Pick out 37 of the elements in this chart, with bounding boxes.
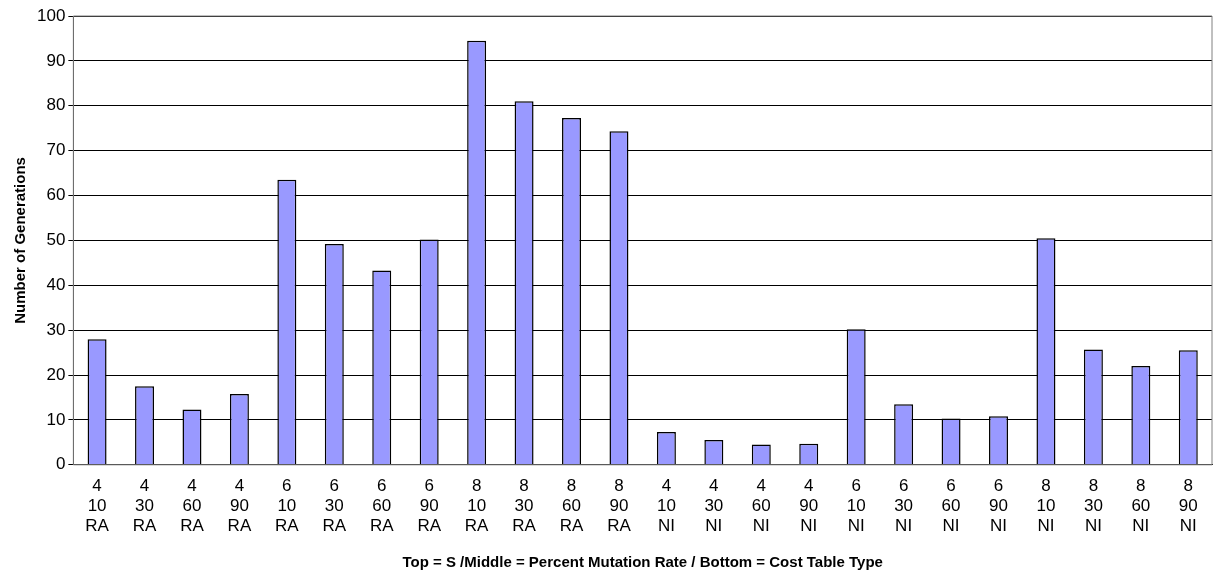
x-tick-label: 4 90 RA <box>227 475 252 536</box>
x-tick-label: 4 10 NI <box>656 475 676 536</box>
x-tick-label: 8 60 NI <box>1131 475 1151 536</box>
x-tick-label: 4 60 RA <box>180 475 205 536</box>
x-tick-label: 8 30 NI <box>1083 475 1103 536</box>
y-tick-label: 10 <box>46 409 66 429</box>
x-tick-label: 4 30 NI <box>704 475 724 536</box>
x-tick-label: 8 60 RA <box>559 475 584 536</box>
x-tick-label: 6 30 NI <box>894 475 914 536</box>
x-tick-label: 8 90 NI <box>1178 475 1198 536</box>
x-tick-label: 6 90 NI <box>989 475 1008 536</box>
x-tick-label: 4 60 NI <box>751 475 771 536</box>
y-tick-label: 20 <box>46 364 66 384</box>
x-axis-title: Top = S /Middle = Percent Mutation Rate / Bottom = Cost Table Type <box>402 553 883 571</box>
y-tick-label: 50 <box>46 230 66 250</box>
x-tick-label: 4 10 RA <box>85 475 110 536</box>
y-tick-label: 80 <box>46 95 66 115</box>
y-tick-label: 40 <box>46 274 66 294</box>
x-tick-label: 8 90 RA <box>607 475 632 536</box>
y-axis-title: Number of Generations <box>11 157 29 324</box>
x-tick-label: 6 90 RA <box>417 475 442 536</box>
x-tick-label: 6 60 RA <box>369 475 395 536</box>
y-tick-label: 100 <box>36 5 66 25</box>
x-tick-label: 6 10 RA <box>275 475 300 536</box>
x-tick-label: 8 10 RA <box>464 475 490 536</box>
y-tick-label: 70 <box>46 140 66 160</box>
y-tick-label: 0 <box>55 454 66 474</box>
x-tick-label: 8 10 NI <box>1036 475 1056 536</box>
x-tick-label: 4 30 RA <box>132 475 157 536</box>
x-tick-label: 6 10 NI <box>846 475 866 536</box>
x-tick-label: 6 60 NI <box>941 475 961 536</box>
y-tick-label: 30 <box>46 319 66 339</box>
x-tick-label: 4 90 NI <box>799 475 819 536</box>
x-tick-label: 6 30 RA <box>322 475 347 536</box>
y-tick-label: 90 <box>46 50 66 70</box>
y-tick-label: 60 <box>46 185 66 205</box>
x-tick-label: 8 30 RA <box>512 475 537 536</box>
